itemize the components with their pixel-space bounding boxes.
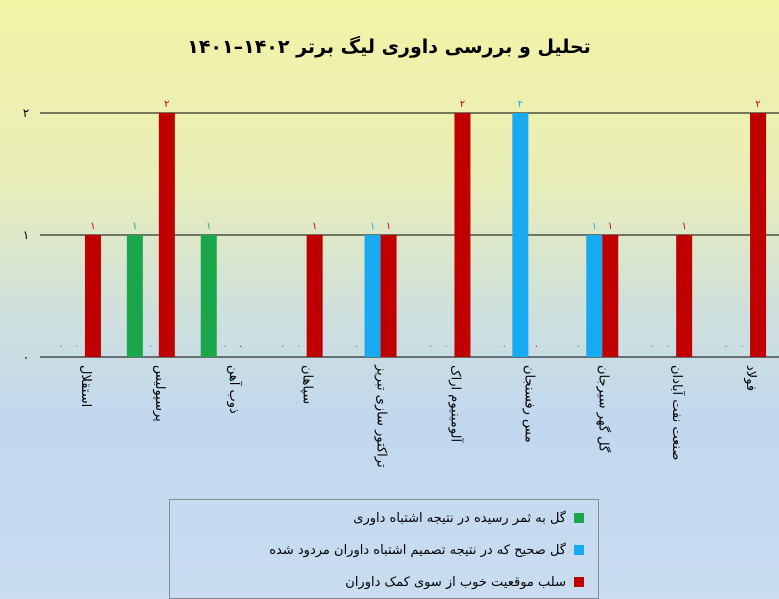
bar [126, 235, 143, 357]
bar [364, 235, 381, 357]
legend-label-red: سلب موقعیت خوب از سوی کمک داوران [345, 574, 566, 590]
data-label: ۰ [58, 341, 63, 352]
x-tick-label: آلومینیوم اراک [447, 365, 464, 443]
data-label: ۲ [164, 99, 169, 110]
data-label: ۰ [296, 341, 301, 352]
bar [158, 113, 175, 357]
legend-swatch-blue [574, 545, 584, 555]
x-tick-label: سپاهان [300, 365, 315, 404]
data-label: ۰ [502, 341, 507, 352]
legend-item-red: سلب موقعیت خوب از سوی کمک داوران [345, 572, 584, 592]
x-tick-label: مس رفسنجان [521, 365, 536, 443]
data-label: ۰ [444, 341, 449, 352]
bars [84, 113, 767, 357]
bar [84, 235, 101, 357]
data-label: ۰ [74, 341, 79, 352]
data-label: ۱ [681, 221, 686, 232]
y-tick-label: ۱ [23, 228, 29, 242]
x-axis-ticks: استقلال پرسپولیس ذوب آهن سپاهان تراکتور سازی… [78, 364, 758, 468]
bar [454, 113, 471, 357]
data-label: ۰ [739, 341, 744, 352]
y-tick-label: ۲ [23, 106, 29, 120]
data-label: ۰ [280, 341, 285, 352]
data-label: ۰ [148, 341, 153, 352]
x-tick-label: پرسپولیس [152, 365, 167, 422]
data-label: ۱ [132, 221, 137, 232]
data-label: ۰ [665, 341, 670, 352]
data-label: ۱ [90, 221, 95, 232]
bar [750, 113, 767, 357]
y-tick-label: ۰ [23, 350, 29, 364]
bar [602, 235, 619, 357]
data-label: ۰ [222, 341, 227, 352]
data-label: ۰ [534, 341, 539, 352]
bar [676, 235, 693, 357]
legend-swatch-green [574, 513, 584, 523]
data-label: ۰ [238, 341, 243, 352]
data-label: ۰ [723, 341, 728, 352]
data-label: ۲ [460, 99, 465, 110]
gridlines [40, 112, 779, 358]
bar [380, 235, 397, 357]
legend-item-green: گل به ثمر رسیده در نتیجه اشتباه داوری [353, 508, 584, 528]
data-label: ۱ [592, 221, 597, 232]
x-tick-label: فولاد [743, 365, 758, 391]
data-label: ۱ [206, 221, 211, 232]
data-label: ۲ [755, 99, 760, 110]
x-tick-label: استقلال [78, 365, 93, 407]
x-tick-label: تراکتور سازی تبریز [374, 364, 389, 468]
data-label: ۰ [576, 341, 581, 352]
data-label: ۰ [649, 341, 654, 352]
x-tick-label: گل گهر سیرجان [595, 365, 611, 453]
bar [586, 235, 603, 357]
data-label: ۰ [428, 341, 433, 352]
data-label: ۱ [312, 221, 317, 232]
chart-title: تحلیل و بررسی داوری لیگ برتر ۱۴۰۲–۱۴۰۱ [187, 35, 591, 58]
legend-item-blue: گل صحیح که در نتیجه تصمیم اشتباه داوران … [269, 540, 584, 560]
legend-swatch-red [574, 577, 584, 587]
data-label: ۱ [386, 221, 391, 232]
data-label: ۲ [518, 99, 523, 110]
y-axis-ticks: ۰ ۱ ۲ [23, 106, 29, 364]
legend-label-green: گل به ثمر رسیده در نتیجه اشتباه داوری [353, 510, 566, 526]
data-label: ۱ [608, 221, 613, 232]
legend: گل به ثمر رسیده در نتیجه اشتباه داوری گل… [169, 499, 599, 599]
bar [512, 113, 529, 357]
data-label: ۱ [370, 221, 375, 232]
bar [200, 235, 217, 357]
legend-label-blue: گل صحیح که در نتیجه تصمیم اشتباه داوران … [269, 542, 566, 558]
x-tick-label: ذوب آهن [226, 365, 243, 414]
data-label: ۰ [354, 341, 359, 352]
x-tick-label: صنعت نفت آبادان [669, 365, 686, 460]
bar [306, 235, 323, 357]
